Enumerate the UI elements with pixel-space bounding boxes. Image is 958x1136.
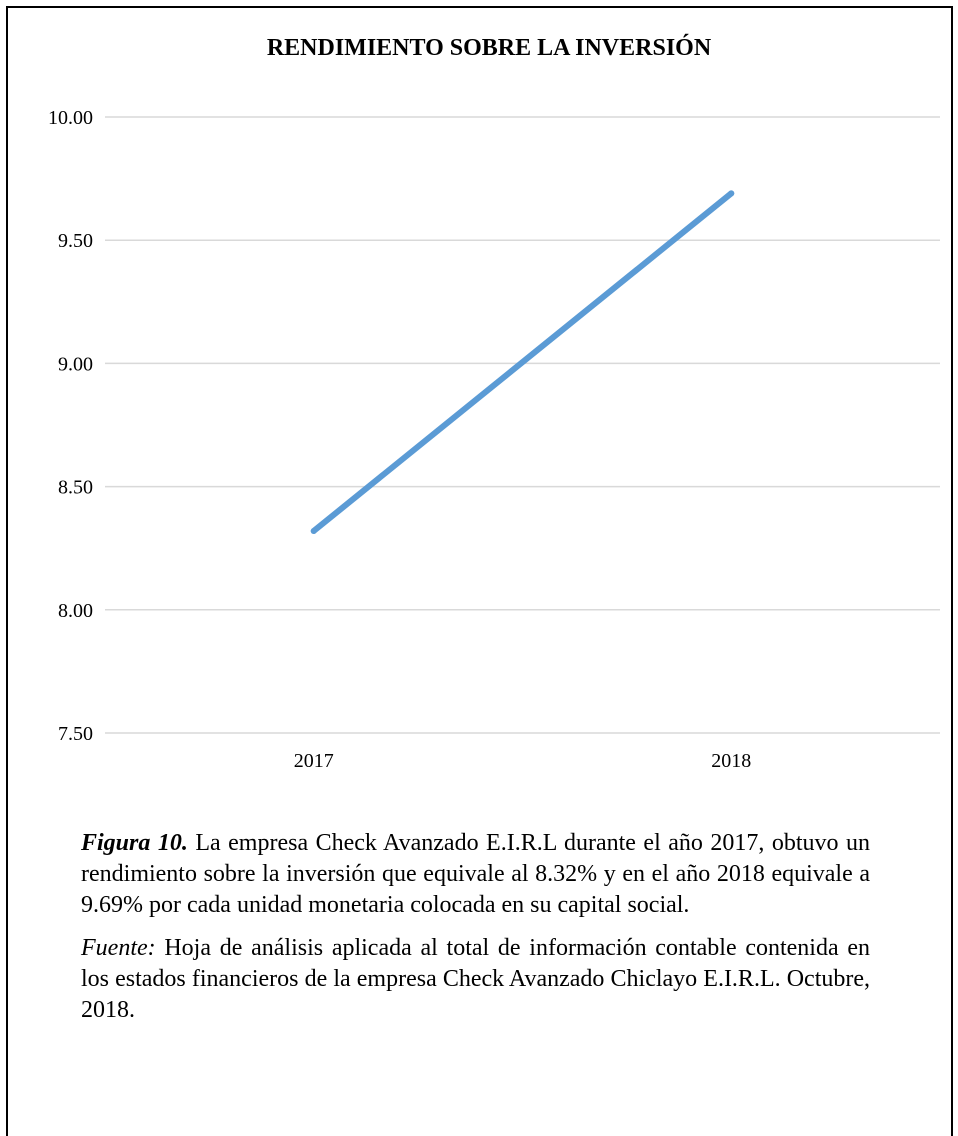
caption-text: La empresa Check Avanzado E.I.R.L durant… [81, 830, 870, 918]
y-axis-ticks: 10.00 9.50 9.00 8.50 8.00 7.50 [48, 107, 93, 745]
y-tick-label: 9.00 [58, 353, 93, 375]
figure-source: Fuente: Hoja de análisis aplicada al tot… [81, 933, 870, 1026]
line-chart: RENDIMIENTO SOBRE LA INVERSIÓN 10.00 9.50… [48, 34, 940, 772]
source-text: Hoja de análisis aplicada al total de in… [81, 935, 870, 1023]
series-layer [310, 190, 735, 534]
x-tick-label: 2017 [294, 750, 334, 772]
y-tick-label: 7.50 [58, 723, 93, 745]
series-line [310, 190, 735, 534]
figure-caption: Figura 10. La empresa Check Avanzado E.I… [81, 828, 870, 921]
source-label: Fuente: [81, 935, 156, 961]
x-axis-ticks: 2017 2018 [294, 750, 752, 772]
data-point [310, 527, 317, 534]
figure-frame [6, 6, 953, 1136]
grid-lines [105, 116, 940, 734]
y-tick-label: 8.00 [58, 600, 93, 622]
data-point [728, 190, 735, 197]
y-tick-label: 10.00 [48, 107, 93, 129]
y-tick-label: 8.50 [58, 477, 93, 499]
x-tick-label: 2018 [711, 750, 751, 772]
chart-title: RENDIMIENTO SOBRE LA INVERSIÓN [267, 34, 712, 61]
y-tick-label: 9.50 [58, 230, 93, 252]
figure-label: Figura 10. [81, 830, 188, 856]
